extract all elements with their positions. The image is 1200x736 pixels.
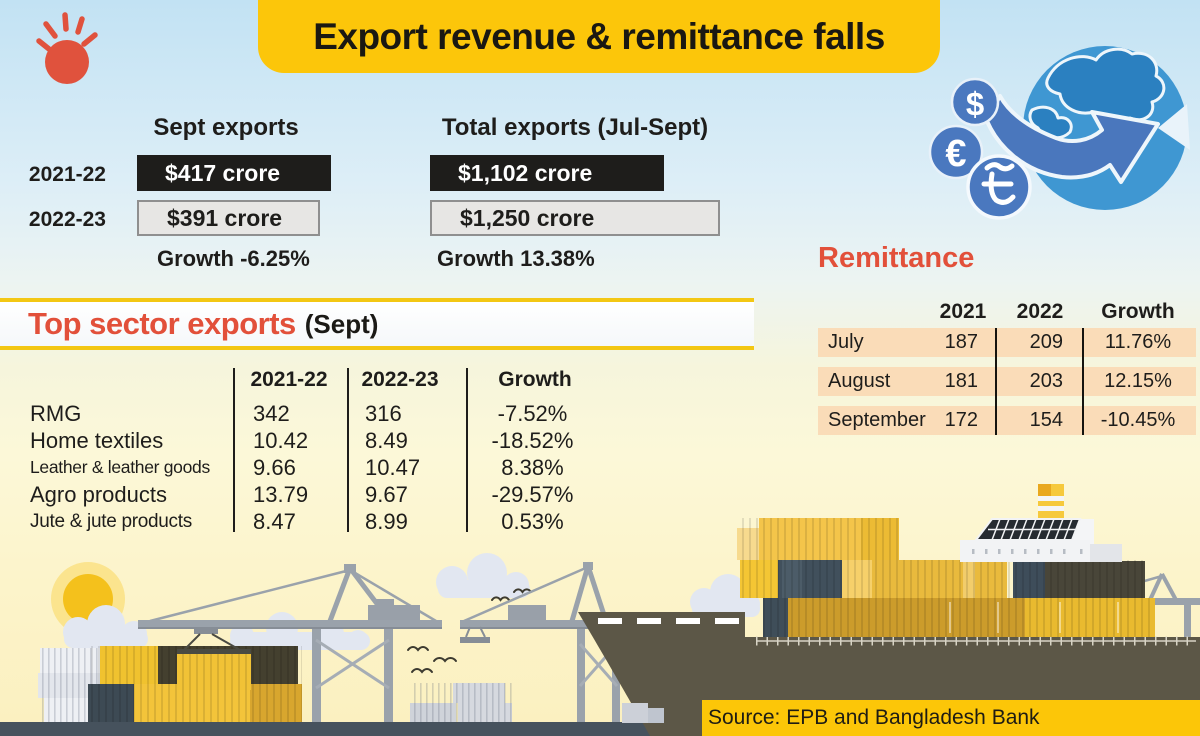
sept-exports-2022-23-value: $391 crore [137,200,320,236]
col-header-growth: Growth [498,368,572,391]
taka-symbol-icon [981,162,1016,205]
page-title: Export revenue & remittance falls [313,15,885,57]
table-divider [995,328,997,435]
col-header-2022-23: 2022-23 [361,368,439,391]
dollar-coin-icon [950,77,1000,127]
euro-symbol: € [945,133,966,175]
total-exports-2021-22-value: $1,102 crore [430,155,664,191]
total-exports-2022-23-value: $1,250 crore [430,200,720,236]
euro-coin-icon [928,124,984,180]
globe-remittance-icon: $ € [928,46,1190,220]
sector-label: Leather & leather goods [30,457,210,477]
table-divider [233,368,235,532]
value-2022-23: 9.67 [365,482,408,507]
remittance-table: 2021 2022 Growth July 187 209 11.76% Aug… [818,300,1196,440]
top-sector-heading-suffix: (Sept) [304,308,379,339]
value-2022-23: 8.49 [365,428,408,453]
value-2021: 181 [944,370,978,392]
value-growth: -7.52% [497,401,568,426]
table-divider [347,368,349,532]
total-exports-header: Total exports (Jul-Sept) [441,114,709,141]
cargo-ship [578,484,1200,736]
sector-label: Home textiles [30,428,164,453]
remittance-arrow-icon [983,94,1160,184]
value-growth: -29.57% [491,482,574,507]
table-row: August 181 203 12.15% [818,367,1196,396]
value-growth: 8.38% [501,455,564,480]
top-sector-title-strip: Top sector exports (Sept) [0,298,754,350]
col-header-2021: 2021 [939,300,987,323]
crane-left [138,564,442,722]
value-2021-22: 9.66 [253,455,296,480]
crane-spreader [177,649,251,654]
table-row: Agro products 13.79 9.67 -29.57% [0,481,760,508]
value-2022-23: 8.99 [365,509,408,534]
quay [0,722,652,736]
row-stripe [818,328,1196,357]
value-growth: 0.53% [501,509,564,534]
table-row: Home textiles 10.42 8.49 -18.52% [0,427,760,454]
remittance-heading: Remittance [818,242,975,274]
table-row: RMG 342 316 -7.52% [0,400,760,427]
value-2022: 203 [1029,370,1063,392]
ship-superstructure [960,484,1122,562]
value-growth: 11.76% [1104,331,1172,353]
value-2021: 172 [944,409,978,431]
container-stack-gray [410,683,512,722]
value-2022: 209 [1029,331,1063,353]
year-label-2022-23: 2022-23 [28,208,106,231]
source-bar: Source: EPB and Bangladesh Bank [640,700,1200,736]
top-sector-table: 2021-22 2022-23 Growth RMG 342 316 -7.52… [0,360,760,540]
sector-label: Jute & jute products [30,511,192,532]
sept-exports-growth: Growth -6.25% [157,246,310,271]
value-2021: 187 [944,331,978,353]
col-header-2022: 2022 [1016,300,1064,323]
title-banner: Export revenue & remittance falls [258,0,940,73]
row-stripe [818,406,1196,435]
value-growth: -10.45% [1100,409,1176,431]
value-2022-23: 10.47 [365,455,421,480]
sector-label: Agro products [30,482,167,507]
sun-icon [36,12,98,84]
sector-label: RMG [30,401,82,426]
sept-exports-2021-22-value: $417 crore [137,155,331,191]
value-2022: 154 [1029,409,1063,431]
ship-containers [737,518,1155,637]
col-header-growth: Growth [1101,300,1175,323]
value-2022-23: 316 [365,401,402,426]
currency-coins: $ € [928,77,1032,220]
total-exports-growth: Growth 13.38% [437,246,595,271]
table-divider [466,368,468,532]
value-growth: 12.15% [1104,370,1172,392]
birds-icon [407,588,532,674]
source-text: Source: EPB and Bangladesh Bank [708,706,1040,729]
clouds [63,553,760,650]
taka-coin-icon [966,154,1032,220]
value-2021-22: 10.42 [253,428,309,453]
crane-middle [460,562,622,722]
port-illustration [0,484,1200,736]
table-row: Leather & leather goods 9.66 10.47 8.38% [0,454,760,481]
value-2021-22: 342 [253,401,290,426]
table-divider [1082,328,1084,435]
table-row: July 187 209 11.76% [818,328,1196,357]
row-stripe [818,367,1196,396]
col-header-2021-22: 2021-22 [250,368,328,391]
month-label: August [828,370,891,392]
dollar-symbol: $ [966,86,984,123]
value-growth: -18.52% [491,428,574,453]
value-2021-22: 8.47 [253,509,296,534]
month-label: September [828,409,926,431]
month-label: July [828,331,864,353]
top-sector-heading: Top sector exports [28,306,296,341]
bow-containers [622,703,664,723]
table-row: September 172 154 -10.45% [818,406,1196,435]
table-row: Jute & jute products 8.47 8.99 0.53% [0,508,760,535]
ship-hull [578,612,1200,736]
year-label-2021-22: 2021-22 [28,163,106,186]
value-2021-22: 13.79 [253,482,309,507]
sept-exports-header: Sept exports [153,114,299,141]
